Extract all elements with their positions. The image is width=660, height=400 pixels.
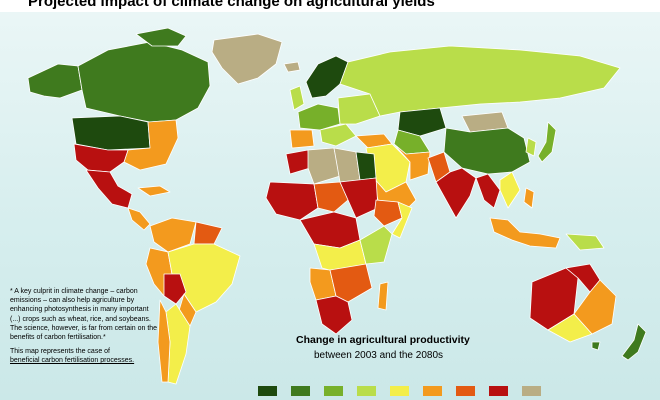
region-west-africa <box>265 181 319 221</box>
legend-swatch <box>456 386 475 396</box>
region-kazakhstan <box>397 107 447 137</box>
map-title: Projected impact of climate change on ag… <box>28 0 435 10</box>
region-china <box>443 127 531 175</box>
region-new-zealand <box>621 323 647 361</box>
region-eastern-europe <box>337 93 381 125</box>
region-australia-south <box>547 313 593 343</box>
legend-swatch <box>390 386 409 396</box>
region-ethiopia <box>373 199 403 227</box>
region-sudan <box>339 177 379 219</box>
region-new-guinea <box>565 233 605 251</box>
region-japan <box>537 121 557 163</box>
region-central-america <box>127 207 151 231</box>
region-tasmania <box>591 341 601 351</box>
region-colombia <box>149 217 197 253</box>
region-greenland <box>211 33 283 85</box>
note-footer-line1: This map represents the case of <box>10 348 110 356</box>
region-iran <box>393 143 431 181</box>
region-uk <box>289 85 305 111</box>
region-russia <box>339 45 621 117</box>
region-chile <box>157 299 171 383</box>
legend-subtitle: between 2003 and the 2080s <box>314 350 443 361</box>
region-mexico <box>85 169 133 209</box>
region-south-africa <box>315 295 353 335</box>
map-panel: * A key culprit in climate change – carb… <box>0 12 660 400</box>
region-usa-south <box>73 143 129 173</box>
region-iceland <box>283 61 301 73</box>
legend-swatch <box>522 386 541 396</box>
region-algeria <box>307 147 341 185</box>
region-guianas <box>193 221 223 245</box>
region-philippines <box>523 187 535 209</box>
legend-title: Change in agricultural productivity <box>296 334 470 346</box>
legend-swatch <box>357 386 376 396</box>
region-india <box>435 167 477 219</box>
region-zambia <box>329 263 373 303</box>
note-text: * A key culprit in climate change – carb… <box>10 288 158 342</box>
region-morocco <box>285 149 311 175</box>
region-southern-europe <box>319 123 357 147</box>
region-egypt <box>355 151 377 181</box>
region-korea <box>525 137 537 157</box>
legend-swatch <box>324 386 343 396</box>
legend-swatch <box>258 386 277 396</box>
region-western-europe <box>297 103 341 131</box>
carbon-fertilisation-note: * A key culprit in climate change – carb… <box>10 287 160 366</box>
region-usa-north <box>71 115 151 151</box>
region-indonesia <box>489 217 561 249</box>
region-canada <box>77 41 211 123</box>
world-map <box>27 27 647 385</box>
region-sahel <box>313 181 349 213</box>
region-east-africa <box>359 225 393 265</box>
legend-swatches <box>258 386 558 396</box>
legend-swatch <box>489 386 508 396</box>
region-usa-east <box>123 119 179 171</box>
note-footer-line2: beneficial carbon fertilisation processe… <box>10 357 135 365</box>
region-arctic-islands <box>135 27 187 47</box>
region-madagascar <box>377 281 389 311</box>
region-bolivia <box>163 273 187 305</box>
region-indochina <box>499 171 521 209</box>
note-footer: This map represents the case of benefici… <box>10 347 160 365</box>
legend-swatch <box>291 386 310 396</box>
region-central-africa <box>299 211 361 249</box>
region-iberia <box>289 129 315 149</box>
region-scandinavia <box>305 55 349 99</box>
legend-swatch <box>423 386 442 396</box>
region-alaska <box>27 63 83 99</box>
region-southeast-asia <box>475 173 501 209</box>
region-caribbean <box>137 185 171 197</box>
region-somalia <box>391 201 413 239</box>
